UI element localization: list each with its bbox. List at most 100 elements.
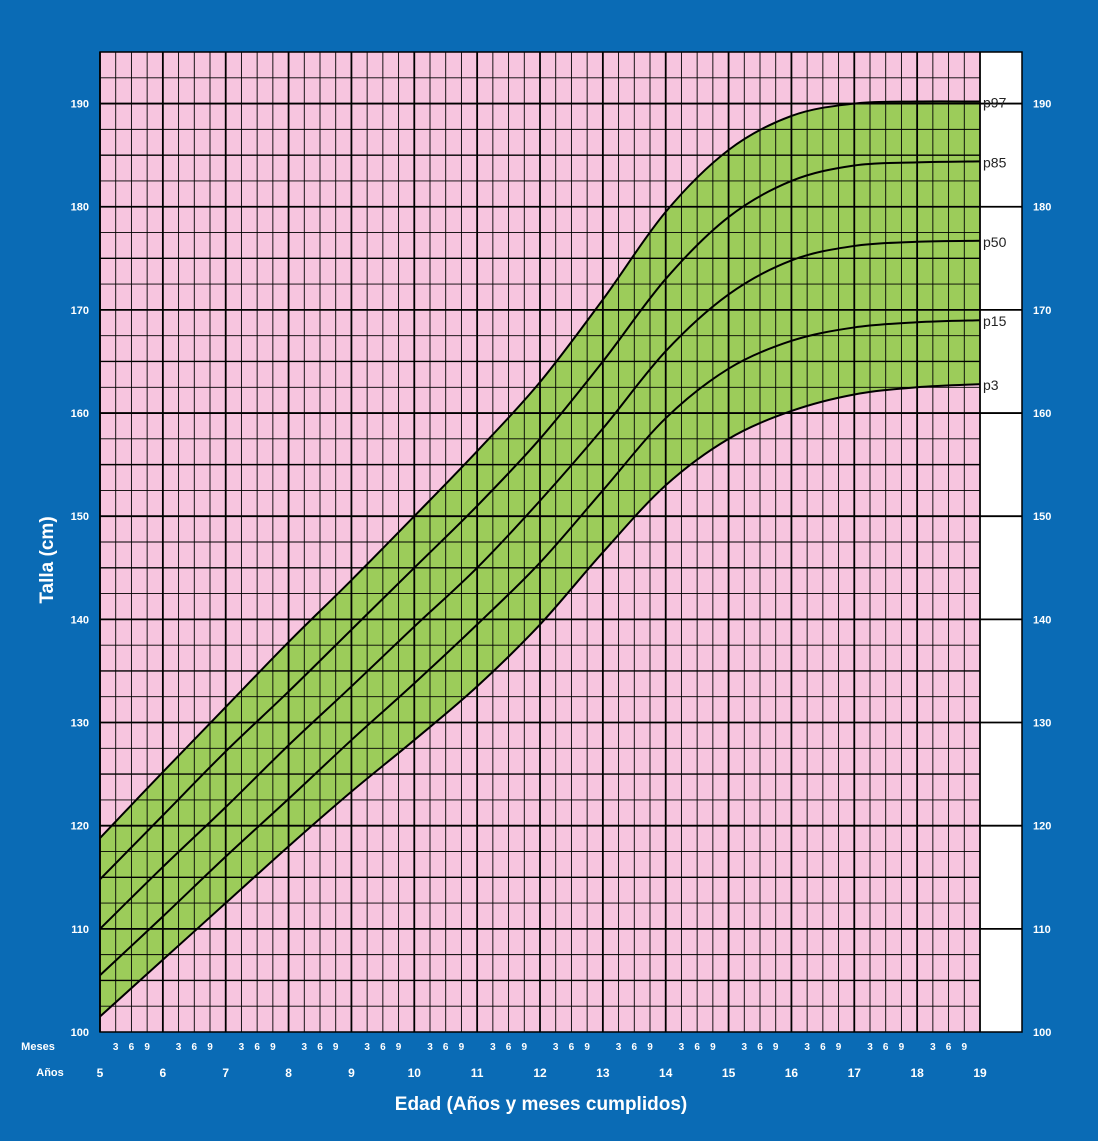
month-tick-label: 3 [490, 1042, 496, 1053]
month-tick-label: 3 [867, 1042, 873, 1053]
x-tick-label: 17 [848, 1066, 862, 1080]
month-tick-label: 3 [113, 1042, 119, 1053]
x-tick-label: 18 [910, 1066, 924, 1080]
series-line-p3 [99, 383, 981, 1018]
x-tick-label: 16 [785, 1066, 799, 1080]
month-tick-label: 9 [522, 1042, 528, 1053]
month-tick-label: 6 [317, 1042, 323, 1053]
y-tick-label-left: 120 [71, 821, 89, 833]
month-tick-label: 6 [380, 1042, 386, 1053]
month-tick-label: 6 [443, 1042, 449, 1053]
y-tick-label-right: 140 [1033, 614, 1051, 626]
y-tick-label-left: 100 [71, 1027, 89, 1039]
percentile-curves [99, 100, 981, 1018]
y-tick-label-right: 110 [1033, 924, 1051, 936]
plot-border [99, 51, 1023, 1033]
series-line-p85 [99, 160, 981, 881]
x-tick-label: 7 [222, 1066, 229, 1080]
month-tick-label: 9 [710, 1042, 716, 1053]
month-tick-label: 9 [899, 1042, 905, 1053]
month-tick-label: 3 [239, 1042, 245, 1053]
series-label-p97: p97 [983, 95, 1007, 111]
x-tick-label: 8 [285, 1066, 292, 1080]
y-axis-label: Talla (cm) [37, 516, 58, 603]
series-label-p50: p50 [983, 234, 1007, 250]
series-line-p50 [99, 239, 981, 930]
month-tick-label: 9 [962, 1042, 968, 1053]
month-tick-label: 6 [129, 1042, 135, 1053]
series-label-p15: p15 [983, 313, 1007, 329]
y-tick-label-right: 180 [1033, 202, 1051, 214]
x-tick-label: 5 [97, 1066, 104, 1080]
month-tick-label: 9 [270, 1042, 276, 1053]
x-tick-label: 12 [533, 1066, 547, 1080]
month-tick-label: 6 [632, 1042, 638, 1053]
month-tick-label: 3 [176, 1042, 182, 1053]
month-tick-label: 6 [254, 1042, 260, 1053]
series-line-p15 [99, 319, 981, 976]
y-tick-label-right: 190 [1033, 99, 1051, 111]
month-tick-label: 9 [144, 1042, 150, 1053]
y-tick-label-left: 190 [71, 99, 89, 111]
y-tick-label-left: 170 [71, 305, 89, 317]
series-labels: p97 p85 p50 p15 p3 [983, 95, 1007, 394]
month-tick-label: 9 [333, 1042, 339, 1053]
month-tick-label: 6 [946, 1042, 952, 1053]
month-tick-label: 6 [192, 1042, 198, 1053]
y-tick-labels-right: 100 110 120 130 140 150 160 170 180 190 [1033, 99, 1051, 1039]
month-tick-label: 3 [742, 1042, 748, 1053]
month-tick-label: 6 [694, 1042, 700, 1053]
month-tick-label: 9 [207, 1042, 213, 1053]
grid-major [99, 51, 1023, 1033]
x-tick-label: 9 [348, 1066, 355, 1080]
month-tick-label: 3 [804, 1042, 810, 1053]
month-tick-label: 6 [506, 1042, 512, 1053]
month-tick-label: 6 [757, 1042, 763, 1053]
y-tick-label-left: 110 [71, 924, 89, 936]
months-row-label: Meses [21, 1041, 55, 1053]
years-row-label: Años [36, 1067, 64, 1079]
month-tick-label: 9 [647, 1042, 653, 1053]
y-tick-label-right: 120 [1033, 821, 1051, 833]
month-tick-label: 9 [773, 1042, 779, 1053]
month-tick-label: 3 [930, 1042, 936, 1053]
y-tick-label-right: 130 [1033, 718, 1051, 730]
x-tick-label: 13 [596, 1066, 610, 1080]
month-tick-label: 6 [569, 1042, 575, 1053]
month-tick-label: 9 [459, 1042, 465, 1053]
x-tick-label: 11 [471, 1066, 484, 1080]
month-tick-label: 9 [396, 1042, 402, 1053]
y-tick-label-left: 140 [71, 614, 89, 626]
month-tick-label: 3 [616, 1042, 622, 1053]
x-tick-label: 14 [659, 1066, 673, 1080]
y-tick-label-left: 150 [71, 511, 89, 523]
x-axis-label: Edad (Años y meses cumplidos) [395, 1094, 687, 1115]
month-tick-label: 3 [427, 1042, 433, 1053]
x-tick-label: 15 [722, 1066, 736, 1080]
y-tick-label-right: 160 [1033, 408, 1051, 420]
x-tick-label: 10 [408, 1066, 422, 1080]
month-tick-label: 3 [679, 1042, 685, 1053]
month-tick-label: 3 [364, 1042, 370, 1053]
month-tick-label: 9 [836, 1042, 842, 1053]
month-tick-label: 6 [820, 1042, 826, 1053]
y-tick-label-left: 180 [71, 202, 89, 214]
series-label-p85: p85 [983, 154, 1007, 170]
series-line-p97 [99, 100, 981, 839]
month-tick-label: 9 [584, 1042, 590, 1053]
x-tick-label: 19 [973, 1066, 987, 1080]
y-tick-label-left: 130 [71, 718, 89, 730]
x-tick-label: 6 [160, 1066, 167, 1080]
month-tick-label: 3 [553, 1042, 559, 1053]
month-tick-label: 3 [302, 1042, 308, 1053]
y-tick-label-right: 150 [1033, 511, 1051, 523]
month-tick-label: 6 [883, 1042, 889, 1053]
y-tick-label-right: 100 [1033, 1027, 1051, 1039]
series-label-p3: p3 [983, 377, 999, 393]
y-tick-labels-left: 100 110 120 130 140 150 160 170 180 190 [71, 99, 89, 1039]
y-tick-label-left: 160 [71, 408, 89, 420]
y-tick-label-right: 170 [1033, 305, 1051, 317]
x-tick-labels: 5 6 7 8 9 10 11 12 13 14 15 16 17 18 19 [97, 1066, 987, 1080]
